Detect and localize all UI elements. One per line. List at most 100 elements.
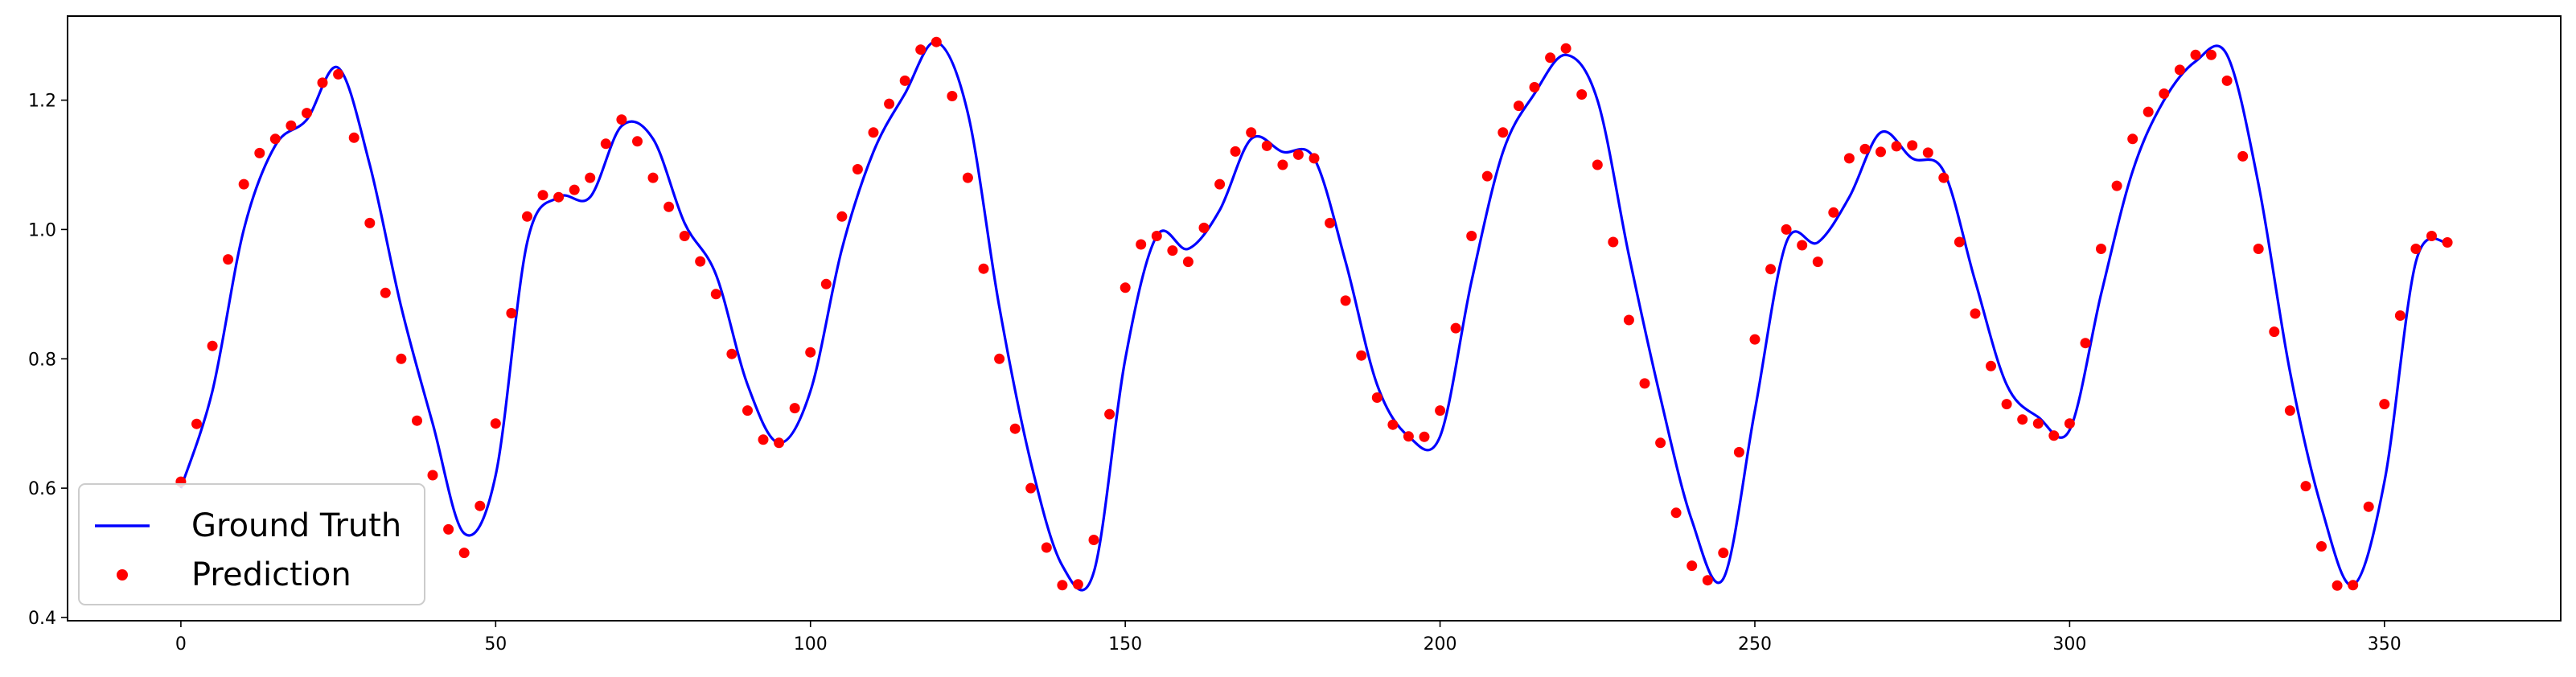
prediction-point bbox=[1025, 482, 1037, 494]
prediction-point bbox=[1261, 140, 1272, 151]
prediction-point bbox=[2363, 501, 2374, 512]
plot-frame bbox=[67, 15, 2562, 622]
prediction-point bbox=[2001, 399, 2012, 410]
prediction-point bbox=[1907, 140, 1918, 151]
x-tick-label: 100 bbox=[794, 634, 828, 654]
prediction-point bbox=[1702, 575, 1713, 586]
legend-label-prediction: Prediction bbox=[191, 556, 351, 593]
prediction-point bbox=[1182, 256, 1194, 268]
prediction-point bbox=[1891, 141, 1902, 152]
prediction-point bbox=[1387, 419, 1399, 430]
prediction-point bbox=[868, 127, 879, 138]
prediction-point bbox=[191, 418, 202, 429]
x-tick-label: 350 bbox=[2368, 634, 2401, 654]
prediction-point bbox=[2080, 338, 2091, 349]
y-tick-label: 0.6 bbox=[28, 479, 56, 499]
legend-label-ground-truth: Ground Truth bbox=[191, 507, 401, 544]
prediction-point bbox=[1371, 392, 1382, 403]
prediction-point bbox=[302, 108, 312, 119]
x-axis: 0 50 100 150 200 250 300 350 bbox=[175, 621, 2401, 654]
prediction-point bbox=[1623, 314, 1634, 326]
prediction-point bbox=[238, 178, 249, 190]
prediction-point bbox=[1325, 217, 1336, 228]
prediction-point bbox=[1198, 222, 1210, 233]
prediction-point bbox=[553, 191, 565, 203]
prediction-point bbox=[884, 98, 895, 109]
prediction-point bbox=[647, 172, 659, 183]
y-tick-label: 1.0 bbox=[28, 220, 56, 240]
prediction-point bbox=[2284, 405, 2295, 416]
prediction-point bbox=[1687, 560, 1698, 572]
prediction-point bbox=[1167, 245, 1178, 256]
prediction-point bbox=[1922, 147, 1933, 158]
prediction-point bbox=[2332, 580, 2343, 591]
prediction-point bbox=[1072, 579, 1083, 590]
prediction-point bbox=[364, 217, 376, 228]
plot-area bbox=[175, 36, 2453, 592]
prediction-point bbox=[2064, 418, 2075, 429]
prediction-point bbox=[1356, 350, 1367, 361]
prediction-point bbox=[1136, 239, 1147, 250]
legend: Ground Truth Prediction bbox=[78, 483, 425, 605]
prediction-point bbox=[427, 470, 438, 481]
x-tick-label: 250 bbox=[1738, 634, 1772, 654]
prediction-point bbox=[1828, 207, 1839, 218]
prediction-point bbox=[978, 263, 989, 274]
prediction-point bbox=[380, 287, 391, 298]
prediction-point bbox=[1843, 153, 1855, 164]
prediction-point bbox=[1088, 535, 1099, 545]
prediction-point bbox=[2206, 49, 2217, 60]
prediction-point bbox=[506, 308, 517, 318]
prediction-point bbox=[915, 44, 926, 55]
prediction-point bbox=[1592, 159, 1603, 170]
prediction-point bbox=[805, 347, 816, 358]
prediction-point bbox=[2017, 414, 2028, 425]
prediction-point bbox=[2348, 580, 2359, 591]
prediction-point bbox=[2032, 418, 2044, 429]
prediction-point bbox=[1403, 431, 1414, 442]
prediction-point bbox=[1608, 236, 1619, 248]
prediction-point bbox=[2221, 75, 2233, 86]
prediction-point bbox=[333, 68, 344, 80]
prediction-point bbox=[1151, 231, 1162, 241]
prediction-point bbox=[569, 184, 580, 195]
prediction-point bbox=[1120, 282, 1131, 293]
prediction-point bbox=[616, 114, 627, 125]
y-tick-label: 1.2 bbox=[28, 92, 56, 112]
prediction-point bbox=[758, 434, 769, 445]
series-line-ground-truth bbox=[179, 40, 2448, 592]
prediction-point bbox=[443, 523, 454, 535]
prediction-point bbox=[2253, 244, 2264, 254]
prediction-point bbox=[1639, 378, 1650, 389]
x-tick-label: 300 bbox=[2052, 634, 2086, 654]
x-tick-label: 50 bbox=[484, 634, 507, 654]
prediction-point bbox=[1545, 52, 1556, 64]
prediction-point bbox=[962, 172, 973, 183]
prediction-point bbox=[2426, 231, 2437, 241]
x-tick-label: 150 bbox=[1108, 634, 1142, 654]
prediction-point bbox=[1765, 264, 1777, 275]
prediction-point bbox=[1340, 295, 1351, 306]
prediction-point bbox=[2394, 310, 2405, 321]
prediction-point bbox=[2159, 88, 2170, 99]
prediction-point bbox=[269, 133, 281, 145]
y-tick-label: 0.8 bbox=[28, 350, 56, 370]
prediction-point bbox=[695, 256, 706, 267]
prediction-point bbox=[1954, 236, 1965, 248]
prediction-point bbox=[1986, 360, 1996, 371]
prediction-point bbox=[1938, 172, 1949, 183]
prediction-point bbox=[412, 415, 422, 426]
prediction-point bbox=[1277, 159, 1288, 170]
prediction-point bbox=[664, 201, 675, 212]
prediction-point bbox=[899, 75, 910, 86]
prediction-point bbox=[679, 231, 690, 241]
prediction-point bbox=[396, 353, 407, 364]
prediction-point bbox=[852, 164, 863, 174]
prediction-point bbox=[2127, 133, 2138, 145]
prediction-point bbox=[836, 211, 848, 222]
prediction-point bbox=[348, 132, 359, 143]
prediction-point bbox=[2190, 49, 2201, 60]
legend-box bbox=[78, 483, 425, 605]
prediction-point bbox=[317, 77, 328, 88]
